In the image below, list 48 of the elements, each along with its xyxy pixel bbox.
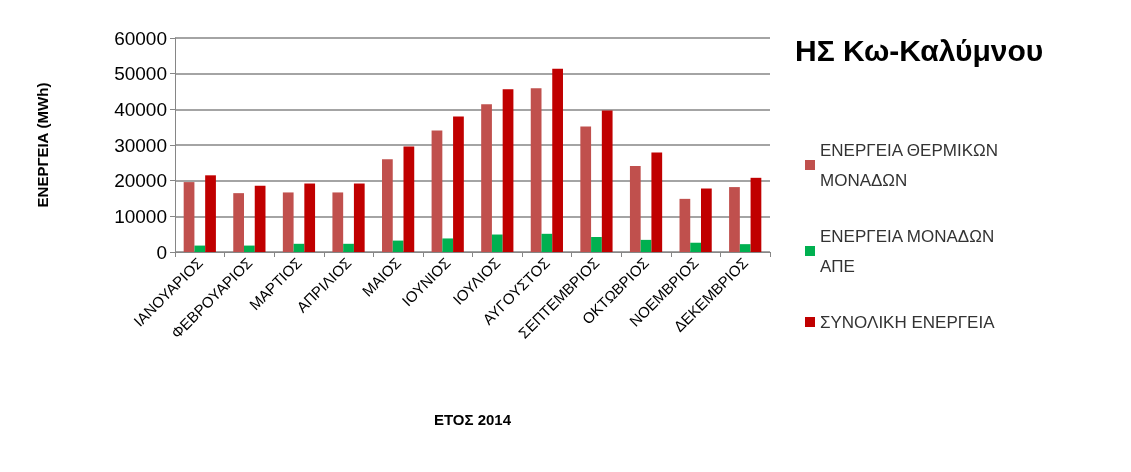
bar — [530, 88, 542, 252]
bar — [640, 239, 652, 252]
bar — [442, 238, 454, 252]
bar — [382, 159, 393, 252]
bar — [729, 187, 740, 252]
legend-label: ΕΝΕΡΓΕΙΑ ΘΕΡΜΙΚΩΝ ΜΟΝΑΔΩΝ — [820, 140, 1003, 190]
x-axis-title: ΕΤΟΣ 2014 — [433, 411, 512, 428]
y-tick-label: 10000 — [114, 205, 167, 227]
bar — [580, 126, 592, 252]
bar — [591, 237, 602, 252]
bar — [739, 244, 751, 252]
y-tick-label: 40000 — [114, 98, 167, 120]
bar — [651, 152, 663, 252]
legend-label: ΣΥΝΟΛΙΚΗ ΕΝΕΡΓΕΙΑ — [820, 312, 996, 332]
bar — [502, 89, 514, 252]
bar — [552, 68, 563, 252]
bar — [282, 192, 294, 252]
bar — [244, 245, 255, 252]
bar — [491, 234, 503, 252]
bar — [254, 185, 266, 252]
bar — [205, 175, 216, 252]
bar — [353, 183, 365, 252]
y-tick-label: 60000 — [114, 27, 167, 49]
y-tick-label: 30000 — [114, 134, 167, 156]
bar — [403, 146, 415, 252]
bar — [332, 192, 344, 252]
bar — [233, 193, 244, 252]
bar — [679, 198, 691, 252]
bar — [453, 116, 464, 252]
y-tick-label: 20000 — [114, 170, 167, 192]
bar — [194, 245, 206, 252]
bar — [601, 110, 613, 252]
y-axis-title: ΕΝΕΡΓΕΙΑ (MWh) — [34, 82, 51, 208]
bar — [541, 233, 553, 252]
bar — [629, 166, 641, 252]
text: ΗΣ Κω-Καλύμνου — [795, 33, 1044, 67]
bar — [481, 104, 492, 252]
bar — [293, 243, 305, 252]
bar — [750, 177, 762, 252]
bar — [304, 183, 316, 252]
bar — [343, 243, 354, 252]
bar — [183, 182, 195, 252]
y-tick-label: 50000 — [114, 63, 167, 85]
bar — [701, 188, 712, 252]
bar — [690, 242, 701, 252]
legend-label: ΕΝΕΡΓΕΙΑ ΜΟΝΑΔΩΝ ΑΠΕ — [820, 226, 999, 276]
y-tick-label: 0 — [156, 241, 167, 263]
bar — [431, 130, 443, 252]
